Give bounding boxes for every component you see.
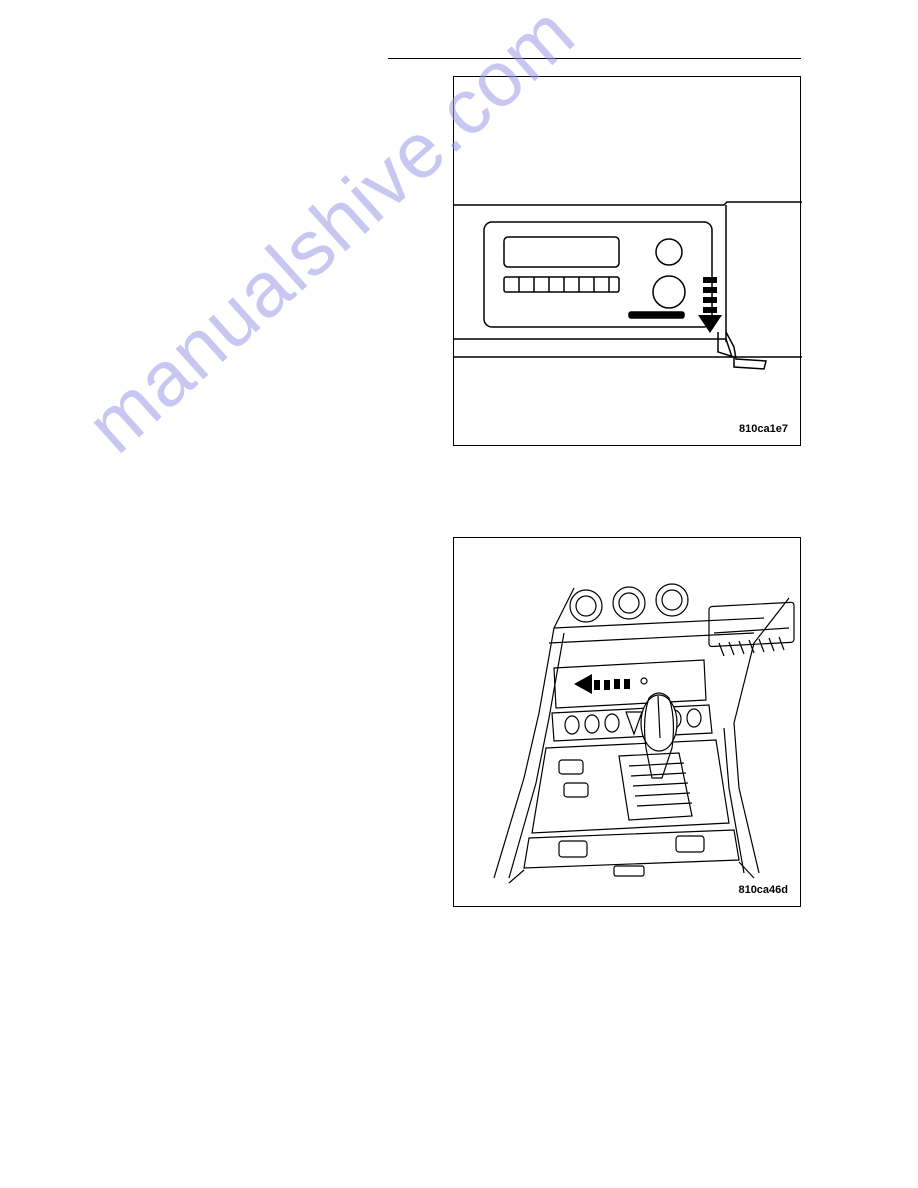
center-console-illustration — [454, 538, 802, 908]
figure1-label: 810ca1e7 — [739, 423, 788, 435]
radio-removal-illustration — [454, 77, 802, 447]
left-arrow-icon — [574, 674, 630, 694]
figure2-label: 810ca46d — [738, 884, 788, 896]
page-divider — [388, 58, 801, 59]
figure-radio-removal: 810ca1e7 — [453, 76, 801, 446]
down-arrow-icon — [698, 277, 722, 333]
figure-center-console: 810ca46d — [453, 537, 801, 907]
